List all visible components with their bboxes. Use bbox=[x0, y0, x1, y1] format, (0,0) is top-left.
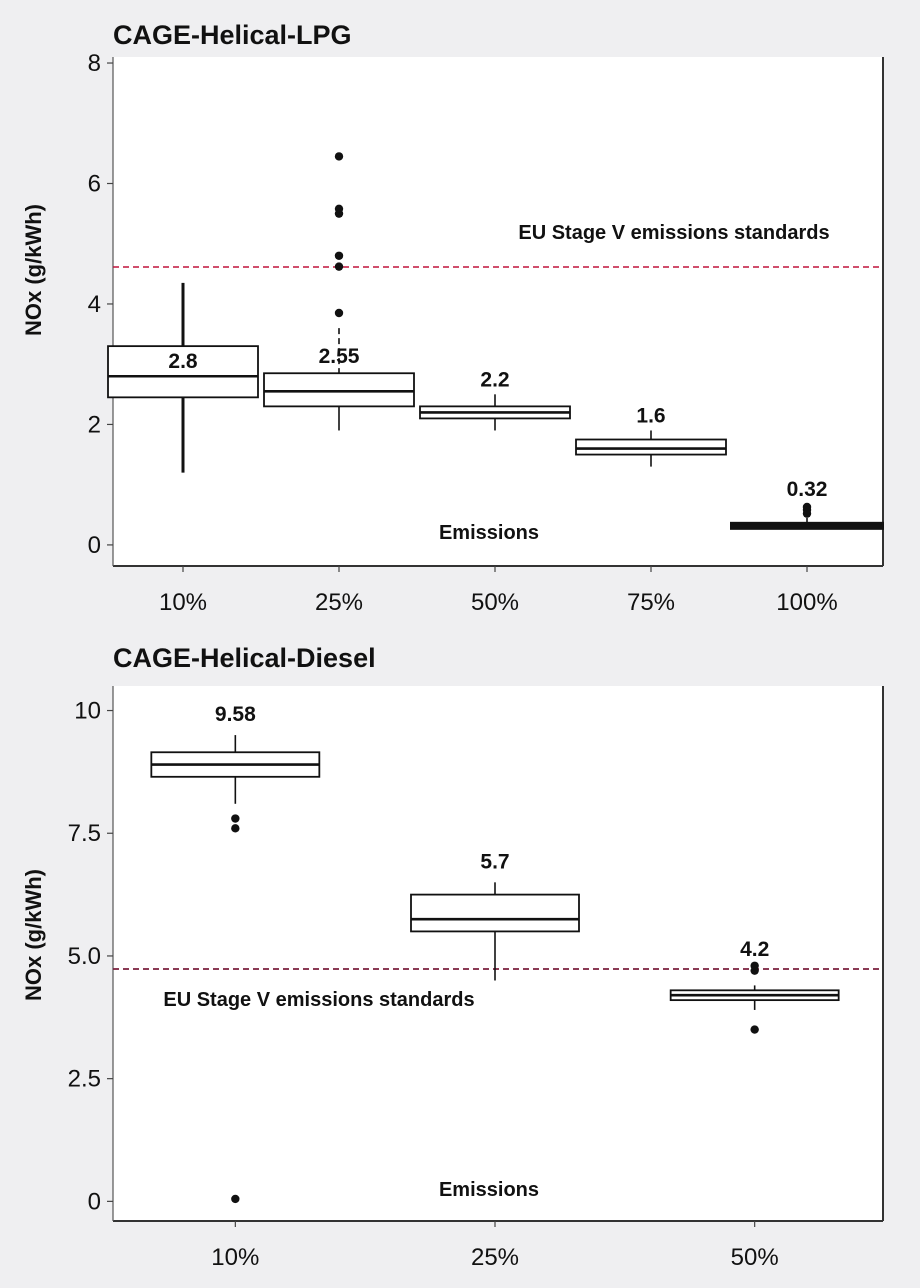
lpg-box bbox=[107, 345, 259, 399]
lpg-plot-area bbox=[113, 57, 883, 566]
lpg-y-tick-label: 6 bbox=[88, 170, 101, 197]
lpg-outlier-point bbox=[334, 204, 344, 213]
diesel-outlier-point bbox=[750, 1025, 759, 1034]
lpg-annotation: Emissions bbox=[439, 522, 539, 544]
lpg-box bbox=[575, 438, 727, 456]
lpg-outlier-point bbox=[334, 262, 344, 271]
diesel-y-axis-label: NOx (g/kWh) bbox=[21, 869, 46, 1001]
diesel-outlier-point bbox=[750, 961, 759, 970]
diesel-y-tick-label: 10 bbox=[74, 698, 101, 725]
diesel-panel: CAGE-Helical-Diesel NOx (g/kWh) EU Stage… bbox=[21, 643, 884, 1271]
diesel-box bbox=[410, 893, 580, 933]
lpg-value-label: 2.2 bbox=[480, 368, 509, 391]
diesel-marks: 0 2.5 5.0 7.5 10 10% 25% 50% 9.58 5.7 4.2 bbox=[68, 698, 840, 1271]
lpg-x-tick-label: 75% bbox=[627, 589, 675, 616]
lpg-value-label: 2.55 bbox=[319, 345, 360, 368]
lpg-chart-title: CAGE-Helical-LPG bbox=[113, 20, 352, 50]
lpg-outlier-point bbox=[334, 251, 344, 260]
diesel-value-label: 4.2 bbox=[740, 938, 769, 961]
lpg-y-tick-label: 4 bbox=[88, 291, 101, 318]
diesel-value-label: 5.7 bbox=[480, 850, 509, 873]
lpg-value-label: 1.6 bbox=[636, 404, 665, 427]
diesel-value-label: 9.58 bbox=[215, 703, 256, 726]
diesel-chart-title: CAGE-Helical-Diesel bbox=[113, 643, 376, 673]
lpg-x-tick-label: 50% bbox=[471, 589, 519, 616]
diesel-x-tick-label: 50% bbox=[731, 1244, 779, 1271]
lpg-marks: 0 2 4 6 8 10% 25% 50% 75% 100% 2.8 2.55 2.2 1.6 0.32 bbox=[88, 50, 884, 616]
diesel-outlier-point bbox=[231, 824, 240, 833]
lpg-outlier-point bbox=[334, 308, 344, 318]
lpg-outlier-point bbox=[334, 152, 344, 161]
diesel-annotation: Emissions bbox=[439, 1179, 539, 1201]
lpg-value-label: 2.8 bbox=[168, 350, 198, 373]
lpg-y-tick-label: 2 bbox=[88, 411, 101, 438]
lpg-y-tick-label: 8 bbox=[88, 50, 101, 77]
lpg-outlier-point bbox=[802, 502, 812, 512]
lpg-x-tick-label: 10% bbox=[159, 589, 207, 616]
diesel-x-tick-label: 25% bbox=[471, 1244, 519, 1271]
lpg-panel: CAGE-Helical-LPG NOx (g/kWh) EU Stage V … bbox=[21, 20, 884, 616]
diesel-outlier-point bbox=[231, 1194, 240, 1204]
diesel-x-tick-label: 10% bbox=[211, 1244, 259, 1271]
diesel-reference-label: EU Stage V emissions standards bbox=[163, 989, 474, 1011]
lpg-value-label: 0.32 bbox=[787, 478, 828, 501]
lpg-x-tick-label: 25% bbox=[315, 589, 363, 616]
lpg-reference-label: EU Stage V emissions standards bbox=[518, 222, 829, 244]
lpg-box bbox=[263, 372, 415, 408]
lpg-y-axis-label: NOx (g/kWh) bbox=[21, 204, 46, 336]
diesel-y-tick-label: 2.5 bbox=[68, 1066, 101, 1093]
lpg-x-tick-label: 100% bbox=[776, 589, 837, 616]
diesel-y-tick-label: 0 bbox=[88, 1188, 101, 1215]
diesel-y-tick-label: 7.5 bbox=[68, 820, 101, 847]
diesel-y-tick-label: 5.0 bbox=[68, 943, 101, 970]
lpg-y-tick-label: 0 bbox=[88, 532, 101, 559]
diesel-outlier-point bbox=[231, 814, 240, 823]
